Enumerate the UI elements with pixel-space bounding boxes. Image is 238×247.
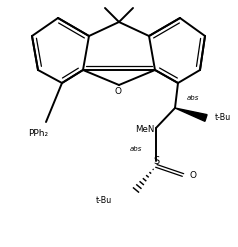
Text: t-Bu: t-Bu: [96, 195, 112, 205]
Text: MeN: MeN: [135, 124, 154, 133]
Text: abs: abs: [187, 95, 199, 101]
Text: PPh₂: PPh₂: [28, 129, 48, 139]
Text: O: O: [114, 87, 122, 97]
Polygon shape: [175, 108, 207, 121]
Text: abs: abs: [130, 146, 142, 152]
Text: t-Bu: t-Bu: [215, 114, 231, 123]
Text: S: S: [153, 156, 159, 166]
Text: O: O: [190, 171, 197, 181]
